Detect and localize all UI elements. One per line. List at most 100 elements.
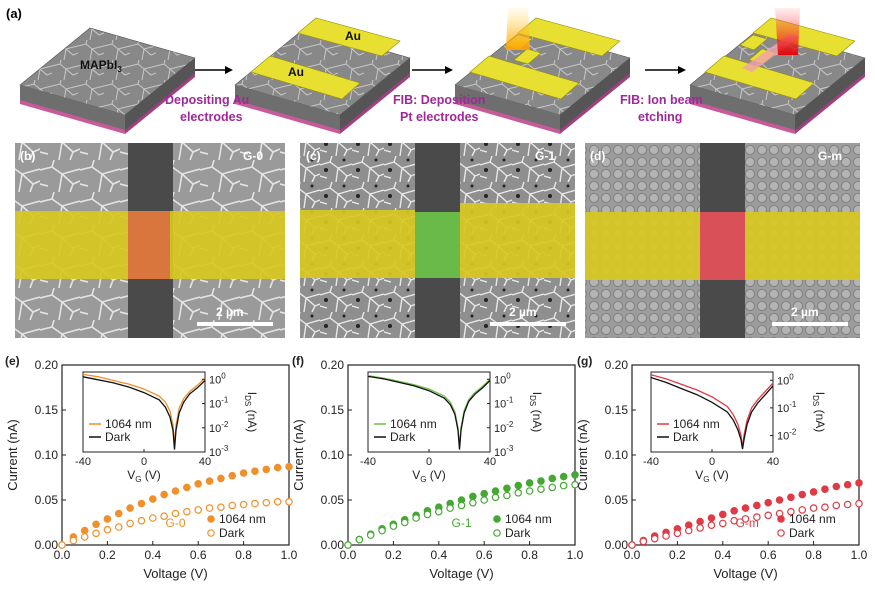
inset-y-tick-base: 10 [494, 423, 506, 435]
data-point [366, 531, 375, 539]
inset-y-tick-base: 10 [777, 430, 789, 442]
inset-y-tick-base: 10 [494, 399, 506, 411]
panel-label: (e) [5, 354, 20, 368]
inset-x-tick-label: 40 [484, 456, 496, 468]
scale-label: 2 µm [509, 305, 537, 319]
au-label-bottom: Au [288, 65, 304, 79]
y-axis-label: Current (nA) [5, 419, 20, 491]
data-point [673, 529, 682, 538]
x-tick-label: 0.0 [624, 548, 641, 562]
x-tick-label: 0.6 [190, 548, 207, 562]
x-tick-label: 1.0 [281, 548, 298, 562]
x-tick-label: 0.8 [521, 548, 538, 562]
data-point [787, 507, 795, 516]
data-point [571, 480, 579, 489]
data-point [228, 471, 237, 480]
data-point [457, 501, 466, 510]
legend-marker [493, 515, 501, 523]
scale-bar [490, 322, 566, 326]
inset-y-label-unit: (nA) [530, 406, 544, 432]
data-point [730, 506, 738, 515]
data-point [114, 523, 123, 531]
inset-y-tick-exp: -1 [506, 396, 514, 405]
chart-panel-g: (g) 0.0 0.2 0.4 0.6 0.8 1.0 0.00 0.05 0.10 0.15 0.2… [575, 354, 868, 581]
channel [128, 211, 170, 279]
inset-y-tick-label: 10-3 [209, 444, 229, 459]
inset-x-tick-label: 40 [767, 456, 779, 468]
data-point [832, 482, 841, 491]
data-point [355, 535, 364, 544]
data-point [137, 516, 146, 525]
inset-y-label-sub: DS [811, 395, 820, 406]
inset-y-tick-base: 10 [209, 423, 221, 435]
data-point [239, 500, 248, 509]
data-point [741, 515, 750, 523]
inset-curve [82, 373, 206, 445]
scale-label: 2 µm [216, 305, 244, 319]
inset-legend-label: 1064 nm [673, 417, 720, 431]
inset-y-tick-label: 10-1 [209, 396, 229, 411]
step-caption-1: Depositing Au electrodes [165, 93, 253, 124]
y-tick-label: 0.20 [35, 358, 59, 372]
y-tick-label: 0.05 [35, 493, 59, 507]
data-point [262, 498, 271, 507]
data-point [650, 534, 659, 543]
data-point [514, 488, 523, 497]
data-point [537, 485, 545, 494]
right-electrode [745, 212, 860, 280]
pt-deposition-beam [506, 8, 530, 50]
data-point [537, 477, 545, 485]
data-point [798, 490, 807, 499]
data-point [58, 541, 66, 549]
data-point [389, 522, 398, 530]
panel-a: (a) MAPbI3 Au Au [6, 6, 866, 134]
x-tick-label: 0.2 [99, 548, 116, 562]
y-tick-label: 0.20 [605, 358, 629, 372]
x-tick-label: 0.2 [385, 548, 402, 562]
x-tick-label: 1.0 [851, 548, 868, 562]
data-point [696, 517, 704, 526]
data-point [753, 501, 761, 510]
data-point [251, 499, 259, 508]
data-point [446, 504, 454, 512]
scale-bar [772, 322, 848, 326]
x-tick-label: 0.4 [714, 548, 731, 562]
inset-y-tick-exp: -3 [506, 444, 514, 453]
inset-y-tick-base: 10 [209, 399, 221, 411]
y-tick-label: 0.05 [321, 493, 345, 507]
data-point [80, 526, 89, 535]
inset-x-label-main: V [695, 468, 703, 482]
y-axis-label: Current (nA) [575, 419, 590, 491]
sample-tag: G-0 [243, 149, 263, 163]
data-point [809, 504, 818, 512]
x-tick-label: 0.8 [805, 548, 822, 562]
inset-frame [82, 371, 206, 453]
device-stage-1: MAPbI3 [19, 27, 196, 134]
data-point [239, 469, 248, 477]
data-point [183, 507, 191, 516]
data-point [741, 504, 750, 512]
x-tick-label: 0.8 [235, 548, 252, 562]
step-caption-2: FIB: Deposition Pt electrodes [393, 93, 489, 124]
arrow-3 [645, 66, 686, 74]
au-label-top: Au [345, 29, 361, 43]
inset-legend-label: 1064 nm [105, 417, 152, 431]
inset-y-tick-exp: -2 [789, 427, 797, 436]
ion-beam [775, 8, 800, 55]
sem-panel-c: (c) G-1 2 µm [300, 143, 575, 338]
data-point [480, 489, 489, 498]
inset-y-label-unit: (nA) [813, 406, 827, 432]
inset-y-tick-exp: -1 [221, 396, 229, 405]
data-point [798, 506, 807, 514]
inset-y-label-unit: (nA) [245, 406, 259, 432]
sample-tag: G-0 [166, 516, 186, 530]
inset-curve [650, 374, 774, 448]
data-point [855, 479, 863, 487]
sem-panel-b: (b) G-0 2 µm [15, 143, 285, 338]
data-point [821, 503, 829, 512]
legend-marker [777, 515, 785, 523]
inset-y-tick-label: 10-3 [494, 444, 514, 459]
inset-x-label-sub: G [703, 475, 709, 484]
data-point [821, 485, 829, 494]
